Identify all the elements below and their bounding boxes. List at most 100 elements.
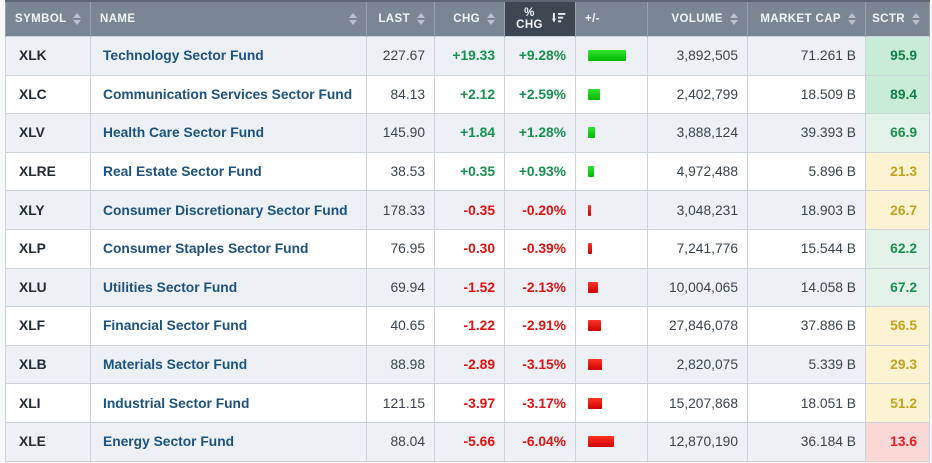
sort-up-arrow-icon bbox=[912, 13, 920, 18]
symbol-cell: XLB bbox=[5, 344, 91, 385]
sort-down-arrow-icon bbox=[730, 20, 738, 25]
change-bar bbox=[588, 281, 599, 293]
column-header-label: LAST bbox=[378, 13, 410, 25]
chg-cell: -5.66 bbox=[434, 421, 505, 462]
change-bar-cell bbox=[575, 383, 648, 423]
sort-desc-icon[interactable] bbox=[552, 12, 566, 27]
column-header[interactable]: LAST bbox=[366, 0, 435, 37]
volume-cell: 3,048,231 bbox=[647, 190, 748, 230]
chg-cell: -0.30 bbox=[434, 228, 505, 269]
market-cap-cell: 18.051 B bbox=[747, 383, 866, 423]
sort-toggle-icon[interactable] bbox=[848, 13, 856, 25]
sort-toggle-icon[interactable] bbox=[730, 13, 738, 25]
sort-up-arrow-icon bbox=[73, 13, 81, 18]
chg-cell: -1.52 bbox=[434, 267, 505, 308]
table-row: XLRE Real Estate Sector Fund 38.53 +0.35… bbox=[5, 151, 930, 192]
chg-cell: +2.12 bbox=[434, 74, 505, 115]
market-cap-cell: 71.261 B bbox=[747, 36, 866, 76]
column-header-label: NAME bbox=[100, 13, 136, 25]
symbol-cell: XLC bbox=[5, 74, 91, 115]
fund-name-link[interactable]: Utilities Sector Fund bbox=[103, 279, 238, 295]
pct-chg-cell: -0.39% bbox=[504, 228, 576, 269]
sort-toggle-icon[interactable] bbox=[912, 13, 920, 25]
sort-down-arrow-icon bbox=[73, 20, 81, 25]
column-header[interactable]: MARKET CAP bbox=[747, 0, 866, 37]
chg-cell: +0.35 bbox=[434, 151, 505, 192]
table-row: XLC Communication Services Sector Fund 8… bbox=[5, 74, 930, 115]
column-header[interactable]: SCTR bbox=[865, 0, 930, 37]
sort-toggle-icon[interactable] bbox=[487, 13, 495, 25]
column-header-inner: NAME bbox=[100, 2, 357, 36]
change-bar bbox=[588, 243, 592, 255]
column-header-inner: % CHG bbox=[514, 2, 566, 36]
column-header-inner: CHG bbox=[444, 2, 495, 36]
pct-chg-cell: -2.13% bbox=[504, 267, 576, 308]
market-cap-cell: 5.339 B bbox=[747, 344, 866, 385]
chg-cell: -3.97 bbox=[434, 383, 505, 423]
fund-name-link[interactable]: Energy Sector Fund bbox=[103, 434, 235, 450]
volume-cell: 27,846,078 bbox=[647, 306, 748, 346]
table-header: SYMBOL NAME bbox=[5, 0, 930, 37]
change-bar bbox=[588, 320, 602, 332]
sector-summary-grid: SYMBOL NAME bbox=[5, 0, 930, 462]
table-row: XLP Consumer Staples Sector Fund 76.95 -… bbox=[5, 228, 930, 269]
sort-toggle-icon[interactable] bbox=[417, 13, 425, 25]
sort-up-arrow-icon bbox=[349, 13, 357, 18]
last-cell: 38.53 bbox=[366, 151, 435, 192]
volume-cell: 7,241,776 bbox=[647, 228, 748, 269]
fund-name-link[interactable]: Technology Sector Fund bbox=[103, 48, 264, 64]
market-cap-cell: 37.886 B bbox=[747, 306, 866, 346]
fund-name-link[interactable]: Communication Services Sector Fund bbox=[103, 86, 353, 102]
fund-name-link[interactable]: Materials Sector Fund bbox=[103, 357, 248, 373]
pct-chg-cell: -2.91% bbox=[504, 306, 576, 346]
table-row: XLF Financial Sector Fund 40.65 -1.22 -2… bbox=[5, 306, 930, 346]
change-bar bbox=[588, 127, 595, 139]
sort-up-arrow-icon bbox=[848, 13, 856, 18]
fund-name-link[interactable]: Industrial Sector Fund bbox=[103, 395, 250, 411]
last-cell: 121.15 bbox=[366, 383, 435, 423]
pct-chg-cell: -6.04% bbox=[504, 421, 576, 462]
table-row: XLU Utilities Sector Fund 69.94 -1.52 -2… bbox=[5, 267, 930, 308]
fund-name-link[interactable]: Consumer Staples Sector Fund bbox=[103, 241, 309, 257]
symbol-cell: XLV bbox=[5, 113, 91, 153]
change-bar-cell bbox=[575, 228, 648, 269]
column-header-label: VOLUME bbox=[671, 13, 723, 25]
table-row: XLV Health Care Sector Fund 145.90 +1.84… bbox=[5, 113, 930, 153]
symbol-cell: XLE bbox=[5, 421, 91, 462]
last-cell: 84.13 bbox=[366, 74, 435, 115]
table-row: XLK Technology Sector Fund 227.67 +19.33… bbox=[5, 36, 930, 76]
sctr-cell: 26.7 bbox=[865, 190, 930, 230]
change-bar-cell bbox=[575, 151, 648, 192]
column-header[interactable]: SYMBOL bbox=[5, 0, 91, 37]
column-header[interactable]: VOLUME bbox=[647, 0, 748, 37]
sctr-cell: 62.2 bbox=[865, 228, 930, 269]
column-header[interactable]: NAME bbox=[90, 0, 367, 37]
table-row: XLI Industrial Sector Fund 121.15 -3.97 … bbox=[5, 383, 930, 423]
change-bar bbox=[588, 166, 594, 178]
sctr-cell: 56.5 bbox=[865, 306, 930, 346]
fund-name-link[interactable]: Financial Sector Fund bbox=[103, 318, 248, 334]
change-bar-cell bbox=[575, 344, 648, 385]
change-bar bbox=[588, 50, 627, 62]
table-row: XLE Energy Sector Fund 88.04 -5.66 -6.04… bbox=[5, 421, 930, 462]
sort-toggle-icon[interactable] bbox=[73, 13, 81, 25]
volume-cell: 2,402,799 bbox=[647, 74, 748, 115]
sctr-cell: 21.3 bbox=[865, 151, 930, 192]
fund-name-link[interactable]: Consumer Discretionary Sector Fund bbox=[103, 202, 348, 218]
change-bar-cell bbox=[575, 421, 648, 462]
market-cap-cell: 39.393 B bbox=[747, 113, 866, 153]
column-header[interactable]: % CHG bbox=[504, 0, 576, 37]
change-bar-cell bbox=[575, 113, 648, 153]
pct-chg-cell: -3.15% bbox=[504, 344, 576, 385]
chg-cell: -1.22 bbox=[434, 306, 505, 346]
column-header[interactable]: CHG bbox=[434, 0, 505, 37]
fund-name-link[interactable]: Real Estate Sector Fund bbox=[103, 164, 262, 180]
sort-toggle-icon[interactable] bbox=[349, 13, 357, 25]
last-cell: 76.95 bbox=[366, 228, 435, 269]
column-header[interactable]: +/- bbox=[575, 0, 648, 37]
sort-down-arrow-icon bbox=[417, 20, 425, 25]
volume-cell: 4,972,488 bbox=[647, 151, 748, 192]
pct-chg-cell: +0.93% bbox=[504, 151, 576, 192]
fund-name-link[interactable]: Health Care Sector Fund bbox=[103, 125, 264, 141]
symbol-cell: XLF bbox=[5, 306, 91, 346]
